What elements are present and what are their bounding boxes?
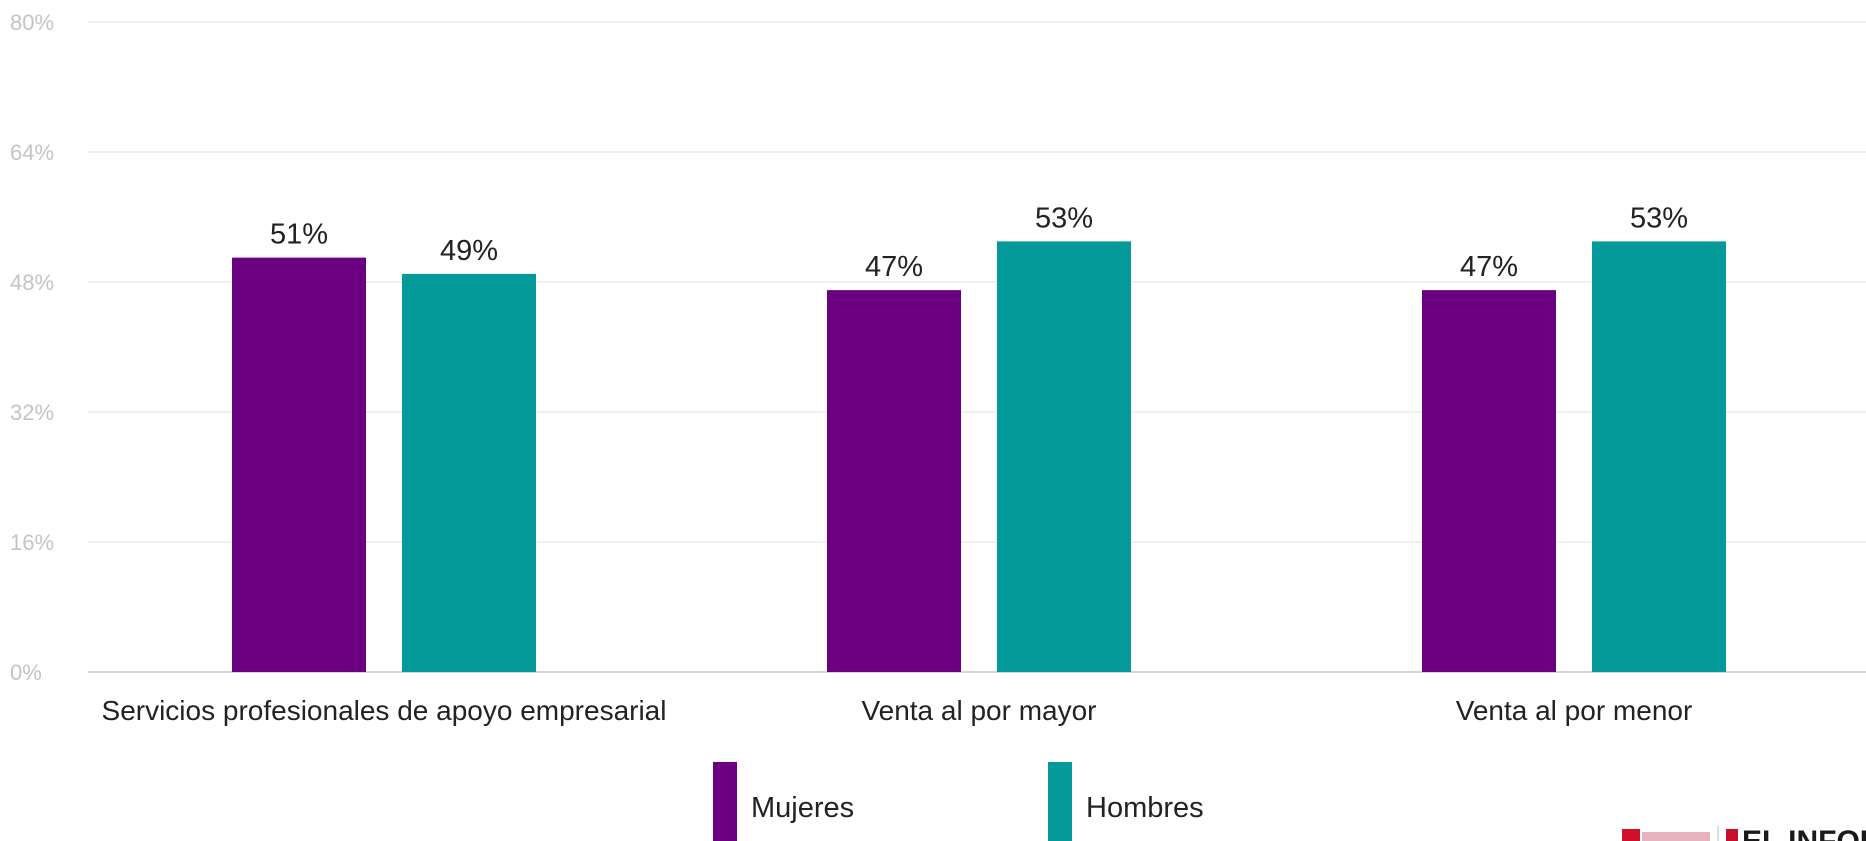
legend-label-mujeres: Mujeres	[751, 792, 854, 824]
legend-label-hombres: Hombres	[1086, 792, 1204, 824]
x-axis-categories: Servicios profesionales de apoyo empresa…	[102, 695, 1693, 726]
bar-hombres-2	[997, 241, 1131, 672]
bar-hombres-3	[1592, 241, 1726, 672]
y-tick-label: 0%	[10, 660, 42, 685]
bar-mujeres-2	[827, 290, 961, 672]
logo-mark-red	[1622, 829, 1640, 841]
legend-swatch-hombres	[1048, 762, 1072, 841]
data-label-hombres-1: 49%	[440, 235, 498, 267]
grid-lines	[88, 21, 1866, 673]
category-label: Servicios profesionales de apoyo empresa…	[102, 695, 667, 726]
bar-mujeres-3	[1422, 290, 1556, 672]
y-tick-label: 64%	[10, 140, 54, 165]
data-label-mujeres-1: 51%	[270, 219, 328, 251]
y-tick-label: 48%	[10, 270, 54, 295]
logo-mark-stripe	[1642, 832, 1710, 841]
bar-mujeres-1	[232, 257, 366, 672]
data-label-hombres-3: 53%	[1630, 202, 1688, 234]
y-axis-ticks: 0% 16% 32% 48% 64% 80%	[10, 10, 54, 685]
category-label: Venta al por mayor	[861, 695, 1096, 726]
legend-swatch-mujeres	[713, 762, 737, 841]
logo-flag-icon	[1726, 829, 1738, 841]
y-tick-label: 16%	[10, 530, 54, 555]
data-label-hombres-2: 53%	[1035, 202, 1093, 234]
category-label: Venta al por menor	[1456, 695, 1693, 726]
data-label-mujeres-2: 47%	[865, 251, 923, 283]
data-label-mujeres-3: 47%	[1460, 251, 1518, 283]
y-tick-label: 32%	[10, 400, 54, 425]
y-tick-label: 80%	[10, 10, 54, 35]
publisher-logo: EL INFORM	[1622, 825, 1866, 841]
data-labels: 51% 49% 47% 53% 47% 53%	[270, 202, 1688, 283]
legend: Mujeres Hombres	[713, 762, 1204, 841]
logo-text: EL INFORM	[1742, 825, 1866, 841]
bar-hombres-1	[402, 273, 536, 672]
bars	[232, 241, 1726, 672]
